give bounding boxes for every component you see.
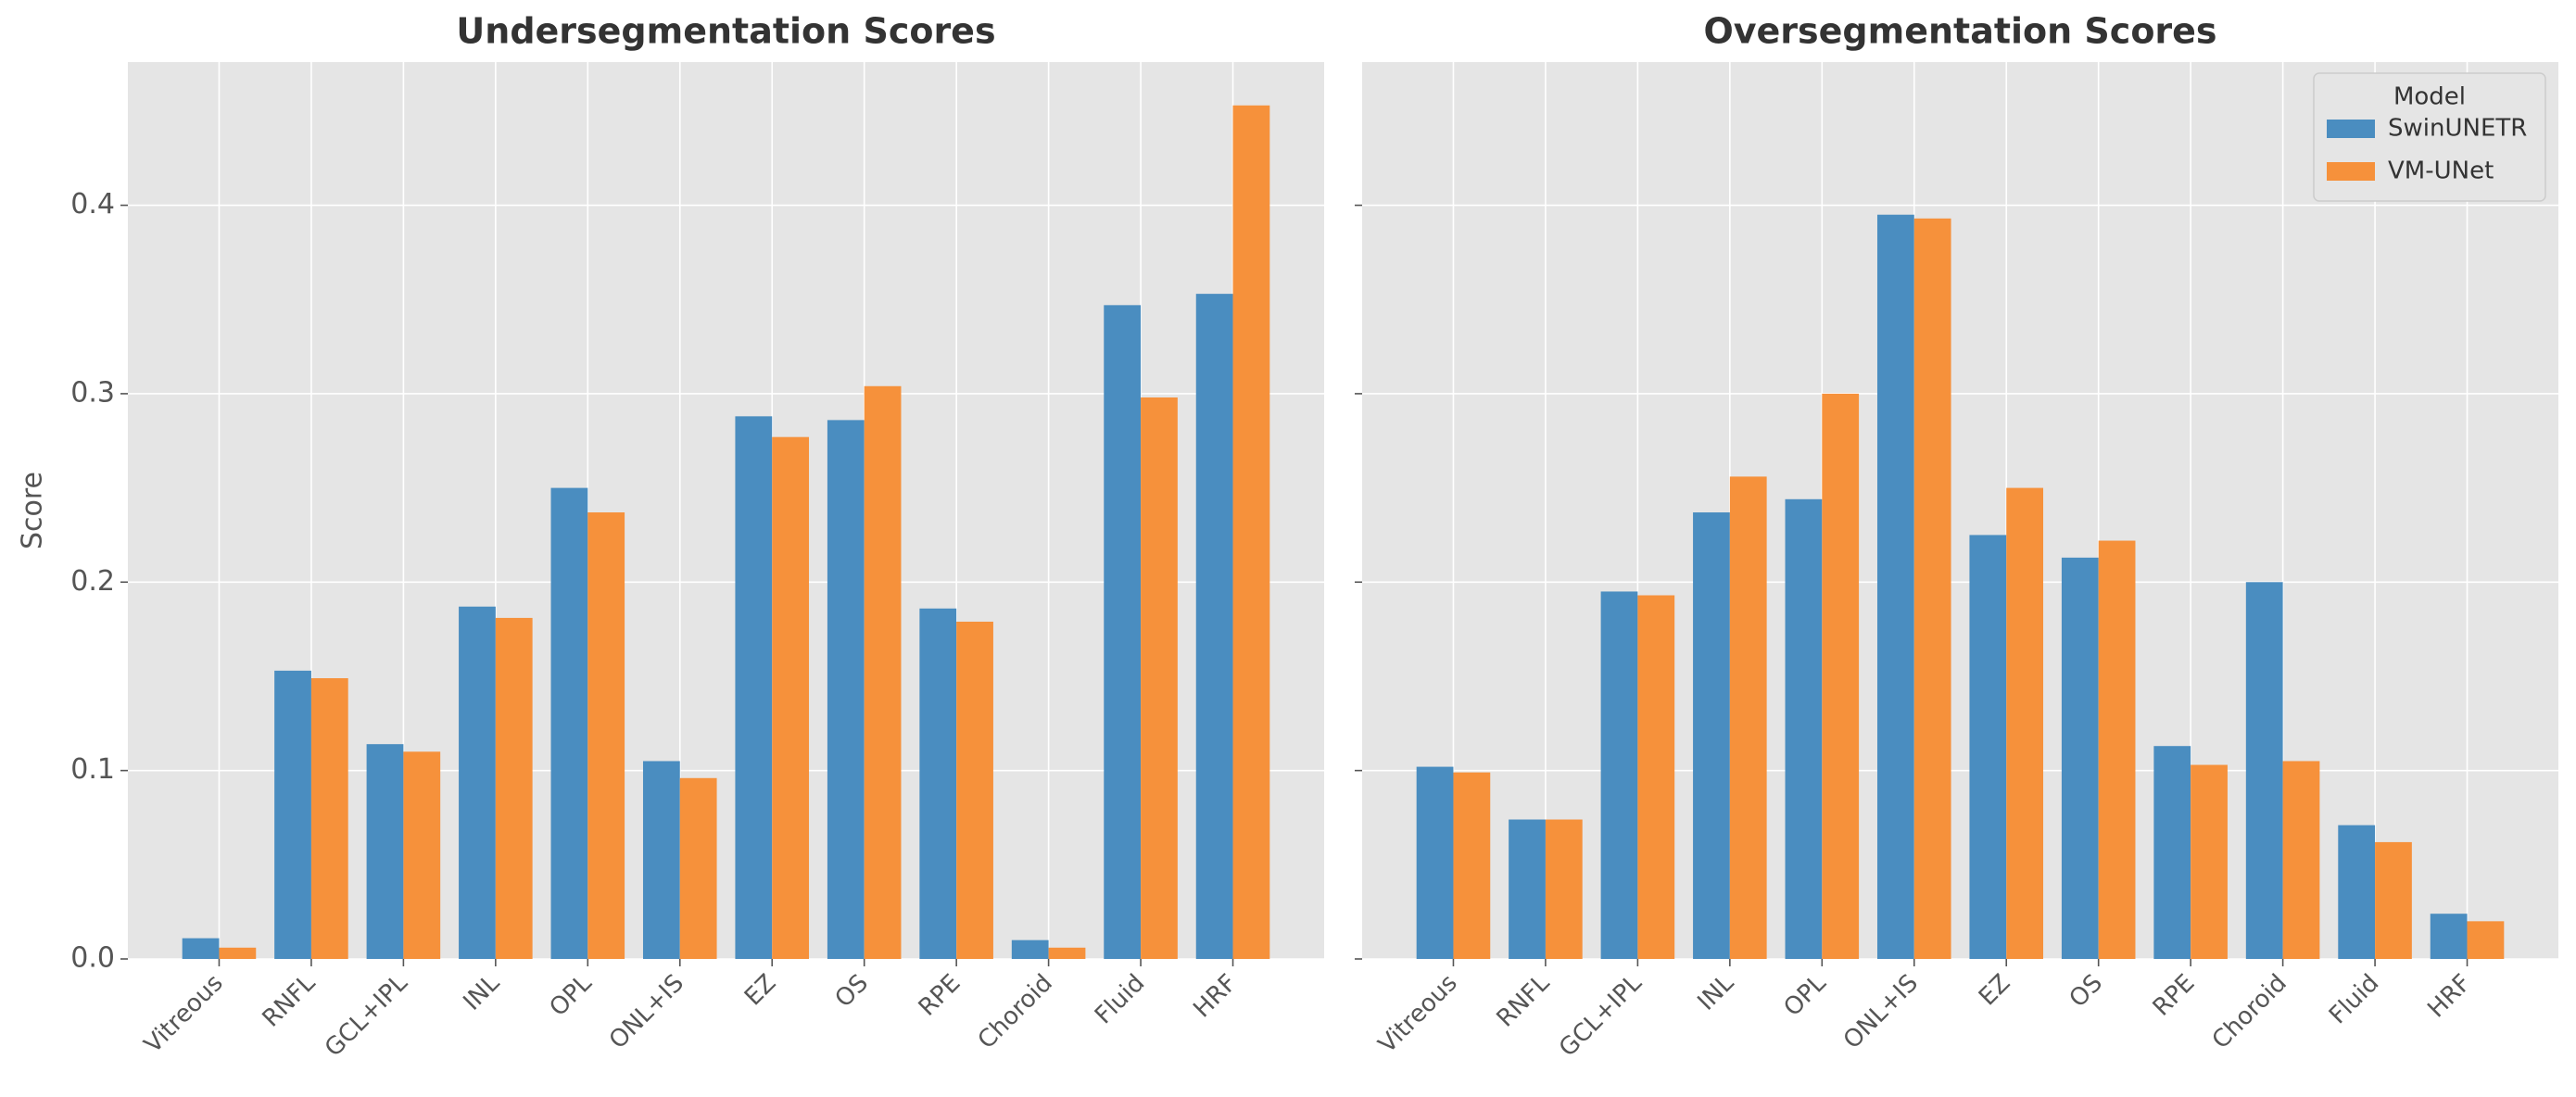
chart-title: Undersegmentation Scores [456,11,995,52]
x-tick-label: RPE [914,969,966,1022]
y-tick-label: 0.3 [70,376,115,409]
bar [864,385,902,960]
legend-label: VM-UNet [2388,158,2494,185]
bar [182,938,220,959]
bar [2282,761,2320,959]
x-tick-label: OPL [1779,969,1832,1022]
bar [1822,393,1860,959]
bar [1545,819,1583,959]
x-tick-label: OS [2065,969,2108,1013]
x-tick-label: Fluid [1090,969,1150,1029]
y-tick-label: 0.2 [70,565,115,598]
bar [2191,764,2228,959]
y-tick-label: 0.1 [70,753,115,786]
bar [587,512,625,959]
x-tick-label: Choroid [973,969,1058,1054]
bar [403,751,441,959]
legend-swatch [2327,120,2375,138]
bar [274,670,311,959]
bar [1453,772,1491,959]
x-tick-label: OS [830,969,874,1013]
bar [1509,819,1546,959]
x-tick-label: ONL+IS [604,969,689,1054]
x-tick-label: HRF [1188,969,1242,1023]
bar [2006,487,2044,959]
x-tick-label: HRF [2422,969,2476,1023]
y-tick-label: 0.4 [70,188,115,221]
bar [550,487,588,959]
bar [366,744,404,959]
x-tick-label: RNFL [1492,969,1556,1033]
x-tick-label: Choroid [2207,969,2292,1054]
x-tick-label: INL [458,969,505,1016]
bar [2153,746,2191,959]
bar [459,606,496,959]
bar [735,416,773,959]
x-tick-label: RNFL [258,969,322,1033]
x-tick-label: Fluid [2324,969,2384,1029]
x-tick-label: Vitreous [1373,969,1463,1059]
legend-label: SwinUNETR [2388,115,2527,143]
x-tick-label: ONL+IS [1838,969,1924,1054]
bar [2245,582,2283,959]
bar [1141,397,1178,960]
x-tick-label: Vitreous [139,969,229,1059]
chart-title: Oversegmentation Scores [1703,11,2216,52]
bar [956,621,993,959]
bar [1637,595,1675,959]
bar [2430,914,2468,959]
x-tick-label: GCL+IPL [320,969,413,1063]
bar [1232,105,1270,959]
bar [2098,540,2136,959]
bar [1600,591,1638,959]
bar [1729,476,1767,959]
bar [772,436,810,959]
x-tick-label: GCL+IPL [1554,969,1648,1063]
bar [1785,498,1823,959]
plot-area [1362,62,2558,959]
bar [2467,921,2505,959]
bar [219,947,257,959]
x-tick-label: OPL [545,969,598,1022]
bar [1104,305,1142,959]
bar [1011,939,1049,959]
bar [919,608,957,959]
bar [1913,218,1951,959]
bar [1416,766,1454,959]
bar [1195,294,1233,959]
bar [1693,512,1730,959]
x-tick-label: RPE [2148,969,2201,1022]
bar [2338,825,2376,959]
x-tick-label: EZ [739,969,781,1011]
bar [1048,947,1086,959]
legend-swatch [2327,162,2375,181]
bar [679,777,717,959]
x-tick-label: INL [1692,969,1739,1016]
bar [642,761,680,959]
bar [310,677,348,959]
x-tick-label: EZ [1974,969,2015,1011]
bar [1876,214,1914,960]
bar [2061,557,2099,959]
bar [1969,535,2007,959]
legend-title: Model [2393,83,2466,111]
bar [827,420,865,959]
y-tick-label: 0.0 [70,942,115,975]
y-axis-label: Score [17,472,49,549]
bar [2375,841,2412,959]
bar [495,617,533,959]
